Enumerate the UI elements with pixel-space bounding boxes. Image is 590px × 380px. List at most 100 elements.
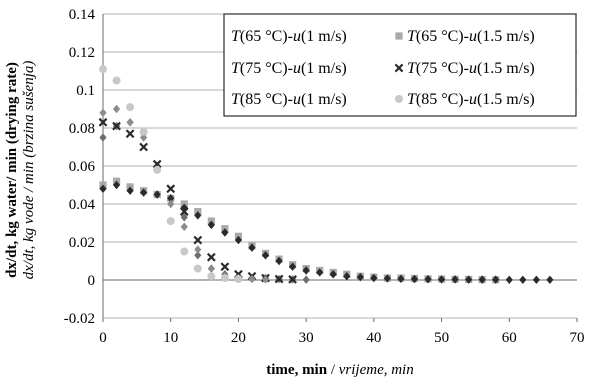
data-point xyxy=(153,165,162,174)
data-point xyxy=(383,274,391,283)
legend-marker xyxy=(395,95,403,103)
legend-text-part: (85 °C)- xyxy=(416,91,469,108)
data-point xyxy=(261,275,270,284)
legend: T(65 °C)-u(1 m/s) T(65 °C)-u(1.5 m/s)T(75… xyxy=(223,13,577,117)
data-point xyxy=(410,274,419,284)
data-point xyxy=(478,275,486,284)
data-point xyxy=(126,186,134,195)
data-point xyxy=(505,275,513,285)
y-tick-label: 0 xyxy=(88,273,96,289)
y-tick-label: -0.02 xyxy=(64,311,95,327)
x-tick-labels: 0 10 20 30 40 50 60 70 xyxy=(99,330,584,346)
legend-text-part: T xyxy=(231,28,241,45)
y-axis-label-bold: dx/dt, kg water/ min (drying rate) xyxy=(4,62,20,278)
legend-entry: T(75 °C)-u(1 m/s) xyxy=(231,60,347,77)
legend-text-part: (1.5 m/s) xyxy=(477,91,535,108)
legend-text-part: T xyxy=(231,60,241,77)
data-point xyxy=(140,133,148,142)
x-axis-label: time, min / vrijeme, min xyxy=(266,362,413,378)
data-point xyxy=(437,275,446,284)
data-point xyxy=(99,184,107,193)
data-point xyxy=(234,275,243,284)
series-5 xyxy=(99,65,243,284)
legend-text-part: (1.5 m/s) xyxy=(477,28,535,45)
data-point xyxy=(112,121,121,131)
data-point xyxy=(139,142,149,152)
data-point xyxy=(221,228,229,237)
y-axis-label: dx/dt, kg water/ min (drying rate) dx/dt… xyxy=(4,61,37,280)
y-tick-label: 0.12 xyxy=(69,45,95,61)
data-point xyxy=(288,275,297,284)
legend-marker xyxy=(395,32,403,40)
data-point xyxy=(234,235,243,245)
legend-entry: T(65 °C)-u(1.5 m/s) xyxy=(407,28,535,45)
data-point xyxy=(397,274,405,284)
data-point xyxy=(179,207,189,216)
legend-text-part: (65 °C)- xyxy=(416,28,469,45)
legend-text-part: u xyxy=(469,28,477,45)
y-tick-label: 0.1 xyxy=(76,83,95,99)
data-point xyxy=(99,65,107,74)
data-point xyxy=(180,222,188,231)
legend-text-part: T xyxy=(407,60,417,77)
data-point xyxy=(140,188,148,197)
data-point xyxy=(275,256,283,266)
legend-text-part: (1 m/s) xyxy=(301,60,347,77)
data-point xyxy=(180,247,189,256)
series-2 xyxy=(99,180,554,285)
data-point xyxy=(370,273,378,283)
data-point xyxy=(451,275,459,284)
data-point xyxy=(220,274,229,283)
x-tick-label: 30 xyxy=(299,330,314,346)
legend-text-part: u xyxy=(469,60,477,77)
data-point xyxy=(289,262,297,271)
data-point xyxy=(98,117,108,127)
x-tick-label: 50 xyxy=(434,330,449,346)
data-point xyxy=(274,274,284,284)
y-axis-label-italic: dx/dt, kg vode / min (brzina sušenja) xyxy=(21,61,37,280)
data-point xyxy=(248,243,256,252)
data-point xyxy=(546,275,554,285)
data-point xyxy=(139,127,148,136)
legend-text-part: u xyxy=(293,28,301,45)
data-point xyxy=(206,252,216,262)
data-point xyxy=(220,262,230,272)
x-tick-label: 70 xyxy=(570,330,585,346)
data-point xyxy=(99,108,107,117)
legend-entry: T(85 °C)-u(1.5 m/s) xyxy=(407,91,535,108)
x-tick-label: 10 xyxy=(163,330,178,346)
legend-text-part: (75 °C)- xyxy=(416,60,469,77)
data-point xyxy=(152,159,162,169)
legend-text-part: u xyxy=(469,91,477,108)
data-point xyxy=(302,275,310,284)
series-3 xyxy=(98,117,297,284)
y-tick-label: 0.02 xyxy=(69,235,95,251)
y-tick-label: 0.04 xyxy=(69,197,96,213)
data-point xyxy=(519,275,527,285)
y-tick-labels: -0.02 0 0.02 0.04 0.06 0.08 0.1 0.12 0.14 xyxy=(64,7,96,327)
legend-entry: T(65 °C)-u(1 m/s) xyxy=(231,28,347,45)
data-point xyxy=(126,103,135,112)
data-point xyxy=(112,76,121,85)
legend-text-part: u xyxy=(293,60,301,77)
legend-text-part: u xyxy=(293,91,301,108)
data-point xyxy=(424,275,432,284)
data-point xyxy=(329,270,337,279)
data-point xyxy=(125,129,135,139)
data-points xyxy=(98,65,554,285)
data-point xyxy=(465,275,473,284)
legend-marker xyxy=(394,63,404,73)
y-tick-label: 0.08 xyxy=(69,121,95,137)
legend-text-part: T xyxy=(231,91,241,108)
legend-text-part: (85 °C)- xyxy=(240,91,293,108)
data-point xyxy=(194,251,202,260)
legend-text-part: (65 °C)- xyxy=(240,28,293,45)
data-point xyxy=(194,211,202,220)
x-axis-label-italic: vrijeme, min xyxy=(339,362,414,378)
y-tick-label: 0.14 xyxy=(69,7,96,23)
data-point xyxy=(193,264,202,273)
y-tick-label: 0.06 xyxy=(69,159,96,175)
x-tick-label: 40 xyxy=(366,330,381,346)
data-point xyxy=(167,194,175,203)
